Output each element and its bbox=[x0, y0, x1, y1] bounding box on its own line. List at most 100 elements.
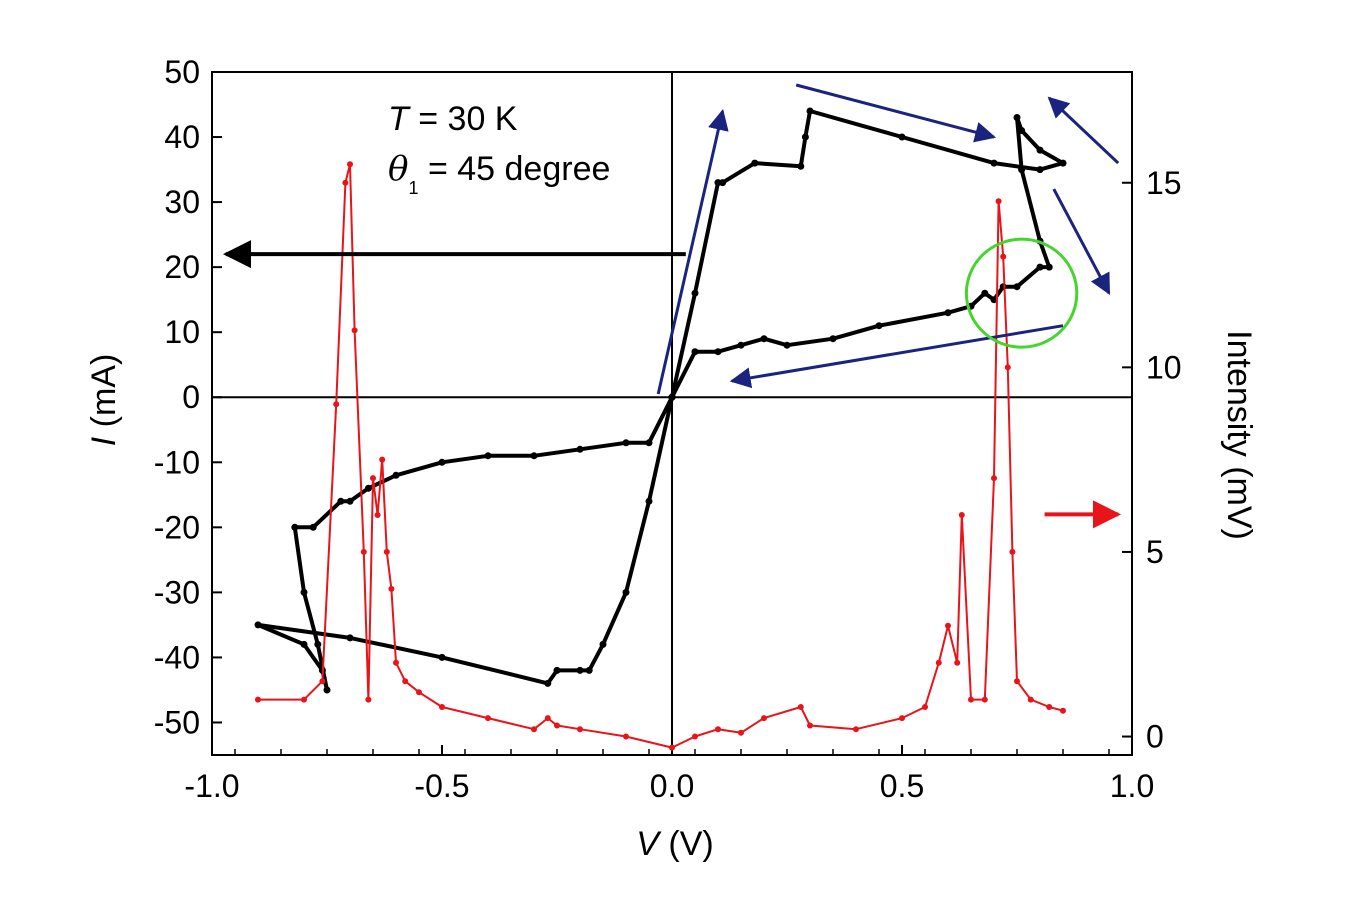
series-point-2 bbox=[692, 733, 698, 740]
series-point-2 bbox=[402, 678, 409, 685]
series-point-0 bbox=[1045, 263, 1053, 271]
series-point-2 bbox=[715, 726, 721, 733]
series-point-1 bbox=[622, 439, 630, 447]
series-point-2 bbox=[1027, 696, 1034, 703]
series-point-2 bbox=[301, 696, 307, 703]
y-left-tick-label: 0 bbox=[182, 379, 200, 415]
series-point-0 bbox=[719, 179, 727, 187]
x-tick-label: -1.0 bbox=[184, 768, 239, 804]
series-point-1 bbox=[530, 452, 538, 460]
y-left-tick-label: -10 bbox=[154, 444, 200, 480]
series-point-0 bbox=[990, 159, 998, 167]
series-point-1 bbox=[553, 666, 561, 674]
series-point-0 bbox=[944, 309, 952, 317]
series-point-1 bbox=[346, 634, 354, 642]
series-point-2 bbox=[1009, 548, 1016, 555]
x-tick-label: 0.5 bbox=[880, 768, 924, 804]
series-point-2 bbox=[379, 456, 386, 463]
series-point-2 bbox=[544, 715, 551, 722]
series-point-2 bbox=[1046, 704, 1053, 710]
series-point-0 bbox=[1059, 159, 1067, 167]
series-point-2 bbox=[365, 696, 372, 703]
ticks: -1.0 -0.5 0.0 0.5 1.0-50-40-30-20-1001020304… bbox=[154, 54, 1182, 804]
y-left-tick-label: 10 bbox=[164, 314, 200, 350]
series-point-2 bbox=[374, 512, 381, 518]
series-point-2 bbox=[954, 659, 961, 666]
series-point-2 bbox=[1014, 678, 1020, 685]
series-point-2 bbox=[935, 659, 942, 666]
series-point-2 bbox=[531, 726, 537, 733]
series-point-2 bbox=[738, 729, 744, 736]
series-point-0 bbox=[751, 159, 759, 167]
series-point-2 bbox=[342, 179, 349, 186]
x-tick-label: -0.5 bbox=[414, 768, 469, 804]
series-point-1 bbox=[309, 523, 317, 531]
series-point-2 bbox=[554, 722, 560, 729]
temperature-symbol: T bbox=[388, 100, 411, 138]
series-point-2 bbox=[485, 715, 491, 722]
series-point-2 bbox=[351, 327, 358, 334]
y-left-tick-label: 50 bbox=[164, 54, 200, 90]
y-left-tick-label: -40 bbox=[154, 639, 200, 675]
series-point-2 bbox=[623, 733, 629, 740]
series-point-2 bbox=[968, 696, 974, 703]
series-point-1 bbox=[314, 640, 322, 648]
series-point-1 bbox=[645, 497, 653, 505]
series-point-2 bbox=[319, 678, 326, 685]
series-point-2 bbox=[1000, 253, 1007, 260]
y-left-tick-label: -50 bbox=[154, 704, 200, 740]
series-point-0 bbox=[875, 322, 883, 330]
temperature-text: = 30 K bbox=[409, 100, 518, 138]
y-axis-left-unit: (mA) bbox=[85, 354, 123, 437]
y-left-tick-label: 20 bbox=[164, 249, 200, 285]
y-left-tick-label: -30 bbox=[154, 574, 200, 610]
y-right-tick-label: 5 bbox=[1146, 534, 1164, 570]
series-point-1 bbox=[668, 393, 676, 401]
guide-arrow bbox=[1052, 188, 1111, 296]
series-point-1 bbox=[364, 484, 372, 492]
guide-arrow bbox=[795, 83, 997, 143]
series-point-2 bbox=[255, 696, 261, 703]
series-point-2 bbox=[669, 744, 675, 751]
guide-arrows bbox=[223, 83, 1121, 529]
series-point-0 bbox=[783, 341, 791, 349]
guide-arrow bbox=[656, 108, 729, 395]
series-point-1 bbox=[438, 653, 446, 661]
series-point-1 bbox=[576, 666, 584, 674]
series-point-2 bbox=[416, 689, 422, 696]
highlight-circle bbox=[964, 237, 1079, 349]
series-point-0 bbox=[1013, 283, 1021, 291]
y-right-tick-label: 10 bbox=[1146, 349, 1182, 385]
x-axis-title: V (V) bbox=[636, 825, 713, 863]
y-right-tick-label: 15 bbox=[1146, 165, 1182, 201]
series-point-2 bbox=[853, 726, 859, 733]
series-point-1 bbox=[291, 523, 299, 531]
series-point-1 bbox=[254, 621, 262, 629]
series-point-2 bbox=[922, 704, 928, 710]
x-tick-label: 1.0 bbox=[1110, 768, 1154, 804]
series-point-1 bbox=[622, 588, 630, 596]
series-point-2 bbox=[958, 512, 965, 518]
series-point-2 bbox=[360, 548, 367, 555]
series-point-2 bbox=[370, 475, 376, 482]
series-point-1 bbox=[585, 666, 593, 674]
series-point-2 bbox=[981, 696, 988, 703]
guide-arrow bbox=[1047, 96, 1120, 165]
series-point-2 bbox=[1004, 364, 1011, 371]
x-tick-label: 0.0 bbox=[650, 768, 694, 804]
series-point-0 bbox=[737, 341, 745, 349]
y-axis-left-symbol: I bbox=[85, 436, 123, 446]
series-point-1 bbox=[346, 497, 354, 505]
series-point-0 bbox=[990, 296, 998, 304]
x-axis-unit: (V) bbox=[659, 825, 714, 863]
series-point-0 bbox=[797, 162, 805, 170]
series-point-1 bbox=[484, 452, 492, 460]
angle-subscript: 1 bbox=[408, 178, 418, 198]
series-point-0 bbox=[806, 107, 814, 115]
series-point-2 bbox=[899, 715, 905, 722]
series-point-2 bbox=[797, 704, 804, 710]
series-point-1 bbox=[576, 445, 584, 453]
series-point-1 bbox=[544, 679, 552, 687]
series-point-2 bbox=[577, 726, 583, 733]
series-point-1 bbox=[645, 439, 653, 447]
